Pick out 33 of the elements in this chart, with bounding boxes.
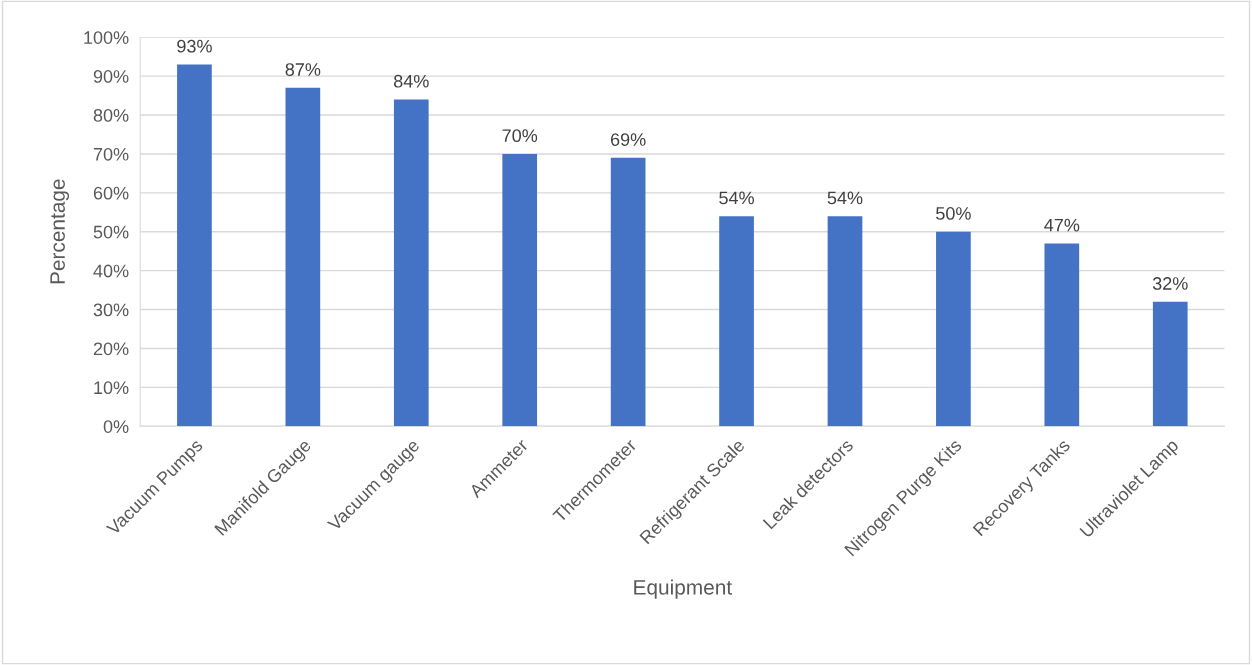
bar [393,99,429,427]
bar [1044,243,1080,427]
bar [1152,301,1188,427]
y-tick-label: 60% [93,186,129,200]
y-tick-label: 90% [93,70,129,83]
y-tick-label: 30% [93,303,129,317]
bar [285,87,321,427]
data-label: 84% [394,74,429,88]
y-tick-label: 50% [93,225,129,239]
bar [936,231,971,427]
data-label: 87% [285,63,321,76]
data-label: 50% [936,207,971,220]
data-label: 32% [1152,277,1188,290]
y-axis-title: Percentage [50,179,70,284]
y-tick-label: 10% [94,381,129,395]
y-tick-label: 70% [93,147,129,161]
bar [827,216,863,427]
bar [610,157,646,427]
y-tick-label: 40% [93,264,129,278]
bar [502,153,538,427]
data-label: 54% [719,191,754,205]
data-label: 47% [1044,218,1080,232]
y-tick-label: 20% [93,342,129,356]
y-tick-label: 100% [84,31,129,44]
x-axis-title: Equipment [634,579,732,599]
bar [177,64,212,427]
data-label: 93% [177,39,212,53]
data-label: 70% [502,129,538,143]
y-tick-label: 80% [93,108,129,122]
y-tick-label: 0% [103,420,129,433]
data-label: 54% [827,191,863,205]
data-label: 69% [610,133,646,146]
bar [719,216,754,427]
